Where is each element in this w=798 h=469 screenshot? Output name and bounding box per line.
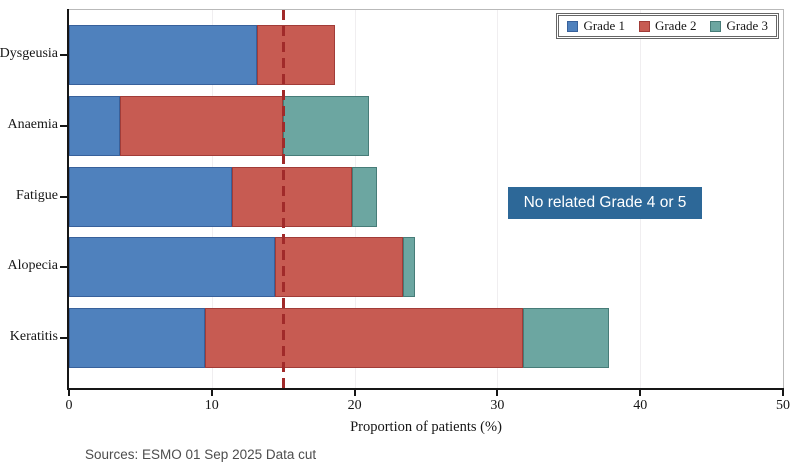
x-tick [68, 390, 70, 396]
x-tick-label: 30 [490, 398, 505, 413]
legend-item-grade-2: Grade 2 [638, 18, 697, 34]
bar-segment-grade-2 [274, 237, 404, 298]
plot-frame-top [68, 9, 784, 10]
bar-segment-grade-1 [69, 308, 205, 368]
bar-segment-grade-1 [69, 25, 258, 85]
y-tick [60, 266, 67, 269]
bar-row-fatigue [69, 166, 783, 227]
bar-segment-grade-1 [69, 237, 275, 298]
bar-segment-grade-1 [69, 95, 121, 156]
bar-segment-grade-1 [69, 166, 232, 227]
bar-segment-grade-3 [523, 308, 609, 368]
annotation-box: No related Grade 4 or 5 [508, 187, 702, 219]
x-tick [210, 390, 213, 396]
y-tick [60, 195, 67, 198]
legend-inner: Grade 1 Grade 2 Grade 3 [558, 15, 777, 37]
bar-segment-grade-3 [403, 237, 415, 298]
x-tick [496, 390, 499, 396]
bar-row-dysgeusia [69, 25, 783, 85]
bar-segment-grade-2 [231, 166, 352, 227]
x-tick [639, 390, 642, 396]
legend-label: Grade 3 [726, 18, 768, 33]
bar-segment-grade-2 [257, 25, 335, 85]
x-tick [353, 390, 356, 396]
bar-row-keratitis [69, 308, 783, 368]
legend-item-grade-1: Grade 1 [567, 18, 625, 34]
x-axis-title: Proportion of patients (%) [350, 419, 502, 435]
y-tick [60, 337, 67, 339]
grade-2-swatch-icon [638, 20, 650, 32]
y-axis-line [67, 9, 69, 390]
plot-frame-right [783, 10, 784, 388]
grade-3-swatch-icon [710, 20, 722, 32]
x-tick-label: 0 [65, 398, 73, 413]
legend: Grade 1 Grade 2 Grade 3 [556, 13, 779, 39]
x-tick-label: 10 [204, 398, 219, 413]
bar-row-alopecia [69, 237, 783, 298]
x-axis-line [67, 388, 784, 390]
bar-segment-grade-3 [283, 95, 369, 156]
y-tick-label: Keratitis [9, 329, 58, 344]
bar-segment-grade-2 [120, 95, 284, 156]
legend-item-grade-3: Grade 3 [710, 18, 768, 34]
y-tick [60, 124, 67, 127]
legend-label: Grade 2 [654, 18, 697, 33]
y-tick-label: Anaemia [7, 116, 58, 132]
legend-label: Grade 1 [583, 18, 625, 33]
x-tick-label: 20 [347, 398, 362, 413]
x-tick-label: 40 [633, 398, 648, 413]
y-tick-label: Fatigue [16, 187, 58, 203]
bar-segment-grade-3 [351, 166, 378, 227]
bar-row-anaemia [69, 95, 783, 156]
gridline [497, 10, 499, 388]
x-tick [782, 390, 784, 396]
y-tick [60, 54, 67, 56]
y-tick-label: Alopecia [7, 258, 58, 274]
reference-line [281, 10, 285, 388]
source-note: Sources: ESMO 01 Sep 2025 Data cut [85, 447, 317, 462]
y-tick-label: Dysgeusia [0, 46, 58, 61]
grade-1-swatch-icon [567, 20, 579, 32]
x-tick-label: 50 [776, 398, 790, 413]
bar-segment-grade-2 [204, 308, 524, 368]
